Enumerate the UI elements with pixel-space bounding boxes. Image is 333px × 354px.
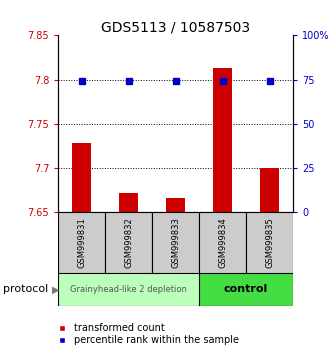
Text: GSM999834: GSM999834: [218, 217, 227, 268]
Bar: [246, 212, 293, 273]
Bar: [119, 193, 138, 212]
Bar: [166, 198, 185, 212]
Text: control: control: [224, 284, 268, 295]
Bar: [260, 168, 279, 212]
Bar: [152, 212, 199, 273]
Bar: [58, 212, 105, 273]
Bar: [213, 68, 232, 212]
Text: ▶: ▶: [52, 284, 59, 295]
Bar: [105, 212, 152, 273]
Text: GSM999832: GSM999832: [124, 217, 133, 268]
Bar: [199, 273, 293, 306]
Bar: [58, 273, 199, 306]
Bar: [199, 212, 246, 273]
Text: Grainyhead-like 2 depletion: Grainyhead-like 2 depletion: [70, 285, 187, 294]
Bar: [72, 143, 91, 212]
Title: GDS5113 / 10587503: GDS5113 / 10587503: [101, 20, 250, 34]
Legend: transformed count, percentile rank within the sample: transformed count, percentile rank withi…: [48, 319, 243, 349]
Text: protocol: protocol: [3, 284, 49, 295]
Text: GSM999833: GSM999833: [171, 217, 180, 268]
Text: GSM999835: GSM999835: [265, 217, 274, 268]
Text: GSM999831: GSM999831: [77, 217, 86, 268]
